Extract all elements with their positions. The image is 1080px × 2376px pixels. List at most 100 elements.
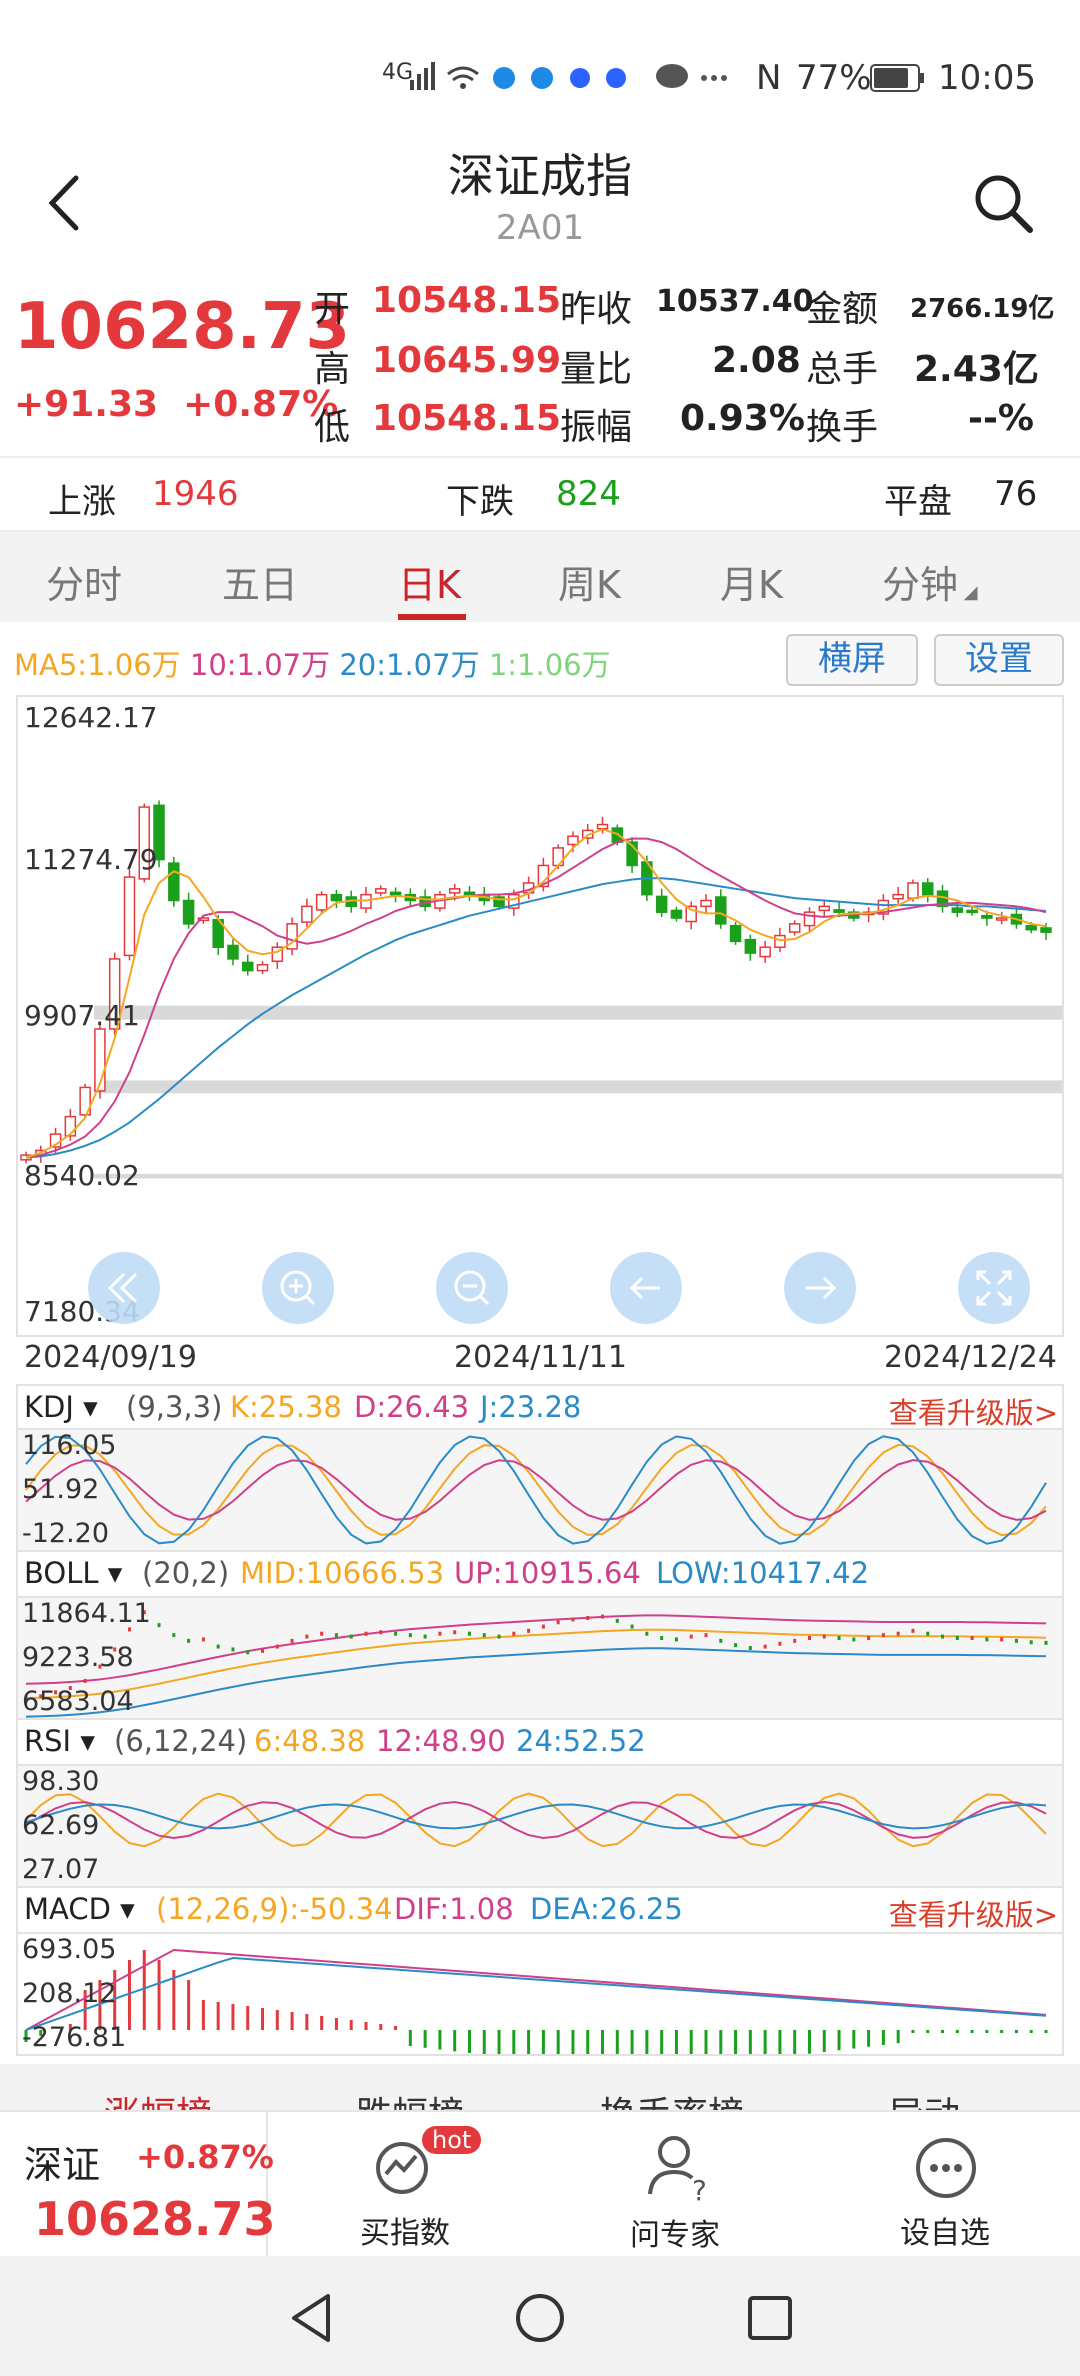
- candle: [818, 900, 831, 917]
- price-change: +91.33 +0.87%: [14, 384, 338, 425]
- nav-back-icon[interactable]: [284, 2290, 340, 2346]
- open-label: 开: [314, 289, 351, 330]
- candle-up: [375, 888, 387, 894]
- rsi-selector[interactable]: RSI ▾: [24, 1724, 95, 1758]
- market-breadth: 上涨 1946 下跌 824 平盘 76: [0, 456, 1080, 532]
- tab-turnover[interactable]: 换手率榜: [600, 2086, 744, 2114]
- candle: [877, 894, 890, 921]
- candle: [182, 892, 195, 929]
- boll-canvas: [18, 1598, 1062, 1718]
- candle-down: [729, 924, 742, 943]
- candle: [715, 889, 727, 929]
- kdj-k-line: [25, 1443, 1047, 1537]
- ma10-value: 10:1.07万: [189, 648, 331, 682]
- landscape-button[interactable]: 横屏: [786, 634, 918, 686]
- tab-abnormal[interactable]: 异动: [888, 2086, 960, 2114]
- ranking-tabs: 涨幅榜 跌幅榜 换手率榜 异动: [0, 2064, 1080, 2114]
- ma5-value: MA5:1.06万: [14, 648, 181, 682]
- candle-down: [389, 891, 402, 896]
- tab-top-losers[interactable]: 跌幅榜: [356, 2086, 464, 2114]
- kdj-panel: 116.05 51.92 -12.20: [16, 1428, 1064, 1552]
- candle: [330, 889, 343, 909]
- rsi-y-min: 27.07: [22, 1854, 100, 1885]
- candle-down: [833, 909, 845, 913]
- candle-up: [256, 963, 269, 972]
- candle-down: [921, 882, 934, 896]
- signal-label: 4G: [382, 60, 414, 85]
- amplitude-label: 振幅: [560, 407, 633, 448]
- candle: [212, 914, 224, 955]
- macd-header: MACD ▾ (12,26,9):-50.34 DIF:1.08 DEA:26.…: [16, 1888, 1064, 1932]
- flat-label: 平盘: [884, 482, 952, 522]
- tab-intraday[interactable]: 分时: [46, 563, 123, 607]
- candle: [670, 906, 683, 922]
- kline-chart[interactable]: 12642.17 11274.79 9907.41 8540.02 7180.3…: [16, 695, 1064, 1337]
- buy-index-button[interactable]: hot 买指数: [330, 2112, 490, 2256]
- macd-upgrade-link[interactable]: 查看升级版>: [888, 1898, 1058, 1932]
- tab-daily-k[interactable]: 日K: [398, 563, 461, 607]
- search-icon[interactable]: [968, 168, 1038, 238]
- candle: [981, 910, 993, 926]
- zoom-in-icon[interactable]: [262, 1252, 334, 1324]
- macd-y-mid: 208.12: [22, 1978, 117, 2009]
- buy-index-label: 买指数: [360, 2216, 450, 2251]
- settings-button[interactable]: 设置: [934, 634, 1064, 686]
- kdj-y-max: 116.05: [22, 1430, 117, 1461]
- ask-expert-button[interactable]: ? 问专家: [600, 2112, 760, 2256]
- macd-selector[interactable]: MACD ▾: [24, 1892, 135, 1926]
- expert-icon: ?: [648, 2136, 707, 2206]
- candle: [286, 917, 298, 956]
- candle-down: [168, 862, 180, 902]
- boll-selector[interactable]: BOLL ▾: [24, 1556, 123, 1590]
- candle: [94, 1024, 106, 1099]
- candle: [153, 800, 165, 868]
- macd-params: (12,26,9):-50.34: [156, 1892, 393, 1926]
- turnover-value: --%: [968, 398, 1034, 439]
- candle-up: [301, 905, 313, 923]
- tab-weekly-k[interactable]: 周K: [558, 563, 621, 607]
- current-price: 10628.73: [14, 290, 351, 364]
- kdj-selector[interactable]: KDJ ▾: [24, 1390, 98, 1424]
- candle-up: [123, 876, 136, 957]
- more-circle-icon: [916, 2138, 976, 2198]
- zoom-out-icon[interactable]: [436, 1252, 508, 1324]
- up-count: 1946: [152, 474, 239, 514]
- candle: [168, 856, 180, 907]
- candle: [108, 952, 121, 1036]
- candle-up: [788, 923, 801, 933]
- vol-ratio-label: 量比: [560, 349, 633, 390]
- candle-down: [182, 899, 195, 925]
- add-watchlist-button[interactable]: 设自选: [866, 2112, 1026, 2256]
- nav-recents-icon[interactable]: [742, 2290, 798, 2346]
- tab-five-day[interactable]: 五日: [222, 563, 299, 607]
- candle-down: [1025, 924, 1037, 931]
- system-nav-bar: [0, 2256, 1080, 2376]
- candle: [803, 907, 816, 934]
- y-label-2: 11274.79: [24, 843, 158, 876]
- flat-count: 76: [994, 474, 1038, 514]
- double-left-icon[interactable]: [88, 1252, 160, 1324]
- macd-y-max: 693.05: [22, 1934, 117, 1965]
- nav-home-icon[interactable]: [512, 2290, 568, 2346]
- candle: [862, 907, 875, 923]
- candle-up: [64, 1115, 77, 1137]
- tab-top-gainers[interactable]: 涨幅榜: [104, 2086, 212, 2114]
- macd-dif-line: [25, 1948, 1047, 2031]
- kdj-upgrade-link[interactable]: 查看升级版>: [888, 1396, 1058, 1430]
- candle: [375, 885, 387, 897]
- tab-monthly-k[interactable]: 月K: [720, 563, 783, 607]
- boll-up: UP:10915.64: [454, 1556, 641, 1590]
- panel-bg: [18, 1598, 1062, 1718]
- boll-mid-line: [25, 1628, 1047, 1699]
- right-arrow-icon[interactable]: [784, 1252, 856, 1324]
- tab-minute[interactable]: 分钟 ◢: [882, 554, 978, 609]
- fullscreen-icon[interactable]: [958, 1252, 1030, 1324]
- candle-up: [94, 1028, 106, 1092]
- ma5-line: [25, 828, 1047, 1159]
- left-arrow-icon[interactable]: [610, 1252, 682, 1324]
- quote-summary[interactable]: 深证 +0.87% 10628.73: [0, 2112, 276, 2256]
- high-value: 10645.99: [372, 340, 562, 381]
- summary-name: 深证: [24, 2143, 101, 2187]
- panel-bg: [18, 1430, 1062, 1550]
- back-arrow-icon[interactable]: [40, 168, 100, 238]
